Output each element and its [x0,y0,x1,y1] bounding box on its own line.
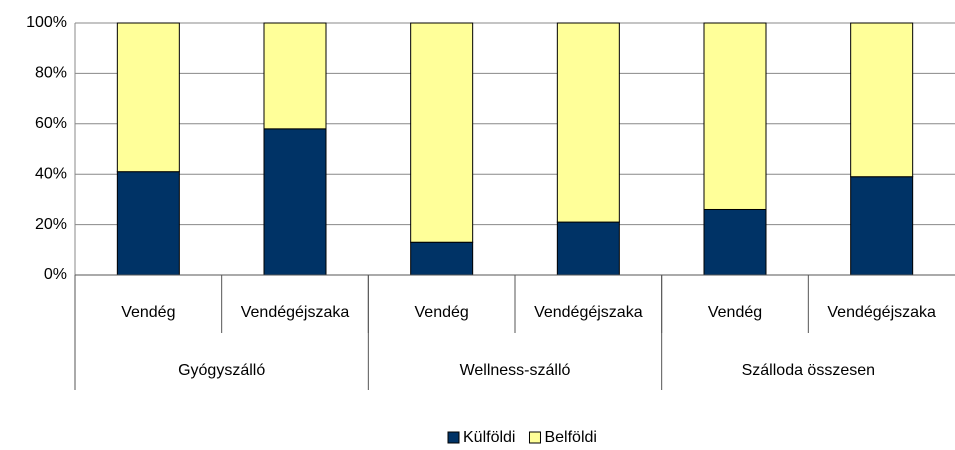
bar-segment [410,22,474,243]
bar-segment [703,208,767,276]
bar-segment [116,22,180,173]
legend-label: Belföldi [544,429,596,446]
bar-segment [263,22,327,130]
bar-segment [410,241,474,276]
y-tick-label: 40% [35,165,67,182]
group-label: Wellness-szálló [460,362,571,379]
bar-segment [116,171,180,276]
legend-swatch [447,431,460,444]
group-label: Gyógyszálló [178,362,265,379]
x-tick-label: Vendég [415,304,469,321]
y-tick-label: 60% [35,115,67,132]
x-tick-label: Vendég [121,304,175,321]
y-tick-label: 0% [44,266,67,283]
legend-swatch [528,431,541,444]
legend-label: Külföldi [463,429,515,446]
y-tick-label: 80% [35,65,67,82]
y-tick-label: 20% [35,216,67,233]
bar-segment [850,22,914,178]
y-tick-label: 100% [26,14,67,31]
x-tick-label: Vendég [708,304,762,321]
bar-segment [703,22,767,210]
x-tick-label: Vendégéjszaka [534,304,643,321]
group-label: Szálloda összesen [742,362,875,379]
bar-segment [263,128,327,276]
bar-segment [850,176,914,276]
x-tick-label: Vendégéjszaka [241,304,350,321]
bar-segment [556,221,620,276]
bar-segment [556,22,620,223]
x-tick-label: Vendégéjszaka [827,304,936,321]
